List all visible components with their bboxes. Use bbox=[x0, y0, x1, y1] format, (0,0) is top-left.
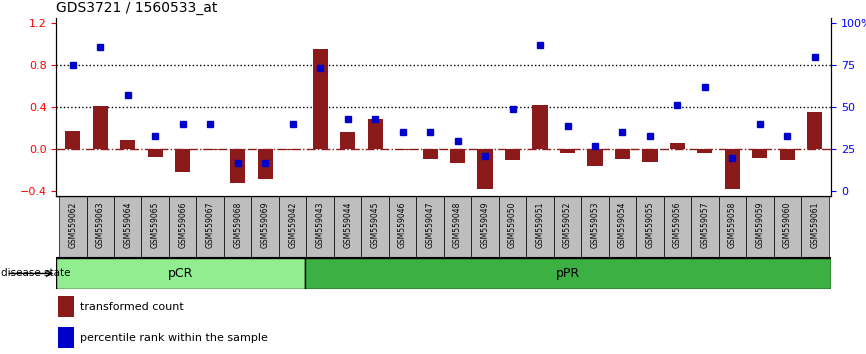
Bar bbox=[753, 149, 767, 158]
Bar bbox=[230, 149, 245, 183]
Text: GSM559060: GSM559060 bbox=[783, 201, 792, 248]
Bar bbox=[175, 149, 191, 172]
Text: GSM559067: GSM559067 bbox=[206, 201, 215, 248]
Text: GDS3721 / 1560533_at: GDS3721 / 1560533_at bbox=[56, 1, 217, 15]
Bar bbox=[477, 149, 493, 189]
Bar bbox=[93, 106, 108, 149]
Bar bbox=[527, 196, 553, 258]
Text: transformed count: transformed count bbox=[80, 302, 184, 312]
Bar bbox=[361, 196, 389, 258]
Bar bbox=[340, 132, 355, 149]
Bar bbox=[307, 196, 334, 258]
Bar bbox=[120, 140, 135, 149]
Bar bbox=[587, 149, 603, 166]
Bar bbox=[59, 196, 87, 258]
Bar bbox=[313, 49, 327, 149]
Text: GSM559044: GSM559044 bbox=[343, 201, 352, 248]
Text: GSM559053: GSM559053 bbox=[591, 201, 599, 248]
Text: GSM559047: GSM559047 bbox=[425, 201, 435, 248]
Text: GSM559046: GSM559046 bbox=[398, 201, 407, 248]
Text: GSM559055: GSM559055 bbox=[645, 201, 655, 248]
Bar bbox=[114, 196, 141, 258]
Bar bbox=[87, 196, 114, 258]
Bar bbox=[251, 196, 279, 258]
Bar bbox=[58, 296, 74, 316]
Text: GSM559049: GSM559049 bbox=[481, 201, 489, 248]
Text: GSM559062: GSM559062 bbox=[68, 201, 77, 248]
Text: GSM559057: GSM559057 bbox=[701, 201, 709, 248]
Bar bbox=[615, 149, 630, 159]
Text: GSM559063: GSM559063 bbox=[96, 201, 105, 248]
Bar bbox=[141, 196, 169, 258]
Text: GSM559061: GSM559061 bbox=[811, 201, 819, 248]
Text: GSM559054: GSM559054 bbox=[618, 201, 627, 248]
Bar bbox=[637, 196, 663, 258]
Bar bbox=[691, 196, 719, 258]
Bar bbox=[203, 149, 217, 150]
Bar bbox=[719, 196, 746, 258]
Bar bbox=[148, 149, 163, 156]
Text: GSM559066: GSM559066 bbox=[178, 201, 187, 248]
Bar bbox=[389, 196, 417, 258]
Bar bbox=[801, 196, 829, 258]
Bar bbox=[450, 149, 465, 163]
Bar bbox=[56, 258, 306, 289]
Text: GSM559051: GSM559051 bbox=[535, 201, 545, 248]
Bar bbox=[697, 149, 713, 153]
Bar bbox=[257, 149, 273, 178]
Bar bbox=[395, 149, 410, 150]
Bar bbox=[663, 196, 691, 258]
Bar bbox=[643, 149, 657, 162]
Bar bbox=[581, 196, 609, 258]
Bar bbox=[279, 196, 307, 258]
Text: GSM559058: GSM559058 bbox=[728, 201, 737, 248]
Bar bbox=[334, 196, 361, 258]
Text: GSM559069: GSM559069 bbox=[261, 201, 269, 248]
Bar bbox=[417, 196, 443, 258]
Bar bbox=[443, 196, 471, 258]
Text: GSM559065: GSM559065 bbox=[151, 201, 159, 248]
Bar bbox=[65, 131, 81, 149]
Text: GSM559043: GSM559043 bbox=[315, 201, 325, 248]
Text: GSM559059: GSM559059 bbox=[755, 201, 765, 248]
Text: GSM559056: GSM559056 bbox=[673, 201, 682, 248]
Text: pPR: pPR bbox=[556, 267, 580, 280]
Text: pCR: pCR bbox=[168, 267, 193, 280]
Text: GSM559048: GSM559048 bbox=[453, 201, 462, 248]
Bar bbox=[58, 327, 74, 348]
Bar bbox=[725, 149, 740, 189]
Text: GSM559052: GSM559052 bbox=[563, 201, 572, 248]
Text: GSM559068: GSM559068 bbox=[233, 201, 242, 248]
Bar bbox=[423, 149, 437, 159]
Bar bbox=[505, 149, 520, 160]
Bar bbox=[285, 149, 301, 150]
Bar bbox=[197, 196, 224, 258]
Bar bbox=[553, 196, 581, 258]
Bar bbox=[746, 196, 773, 258]
Text: GSM559050: GSM559050 bbox=[508, 201, 517, 248]
Bar bbox=[807, 112, 823, 149]
Text: GSM559045: GSM559045 bbox=[371, 201, 379, 248]
Text: percentile rank within the sample: percentile rank within the sample bbox=[80, 333, 268, 343]
Text: GSM559064: GSM559064 bbox=[123, 201, 132, 248]
Bar bbox=[169, 196, 197, 258]
Bar bbox=[560, 149, 575, 153]
Bar bbox=[670, 143, 685, 149]
Bar bbox=[779, 149, 795, 160]
Bar bbox=[773, 196, 801, 258]
Bar bbox=[471, 196, 499, 258]
Text: GSM559042: GSM559042 bbox=[288, 201, 297, 248]
Bar bbox=[367, 119, 383, 149]
Bar bbox=[499, 196, 527, 258]
Bar bbox=[609, 196, 637, 258]
Bar bbox=[224, 196, 251, 258]
Text: disease state: disease state bbox=[1, 268, 70, 279]
Bar bbox=[533, 105, 547, 149]
Bar bbox=[306, 258, 831, 289]
